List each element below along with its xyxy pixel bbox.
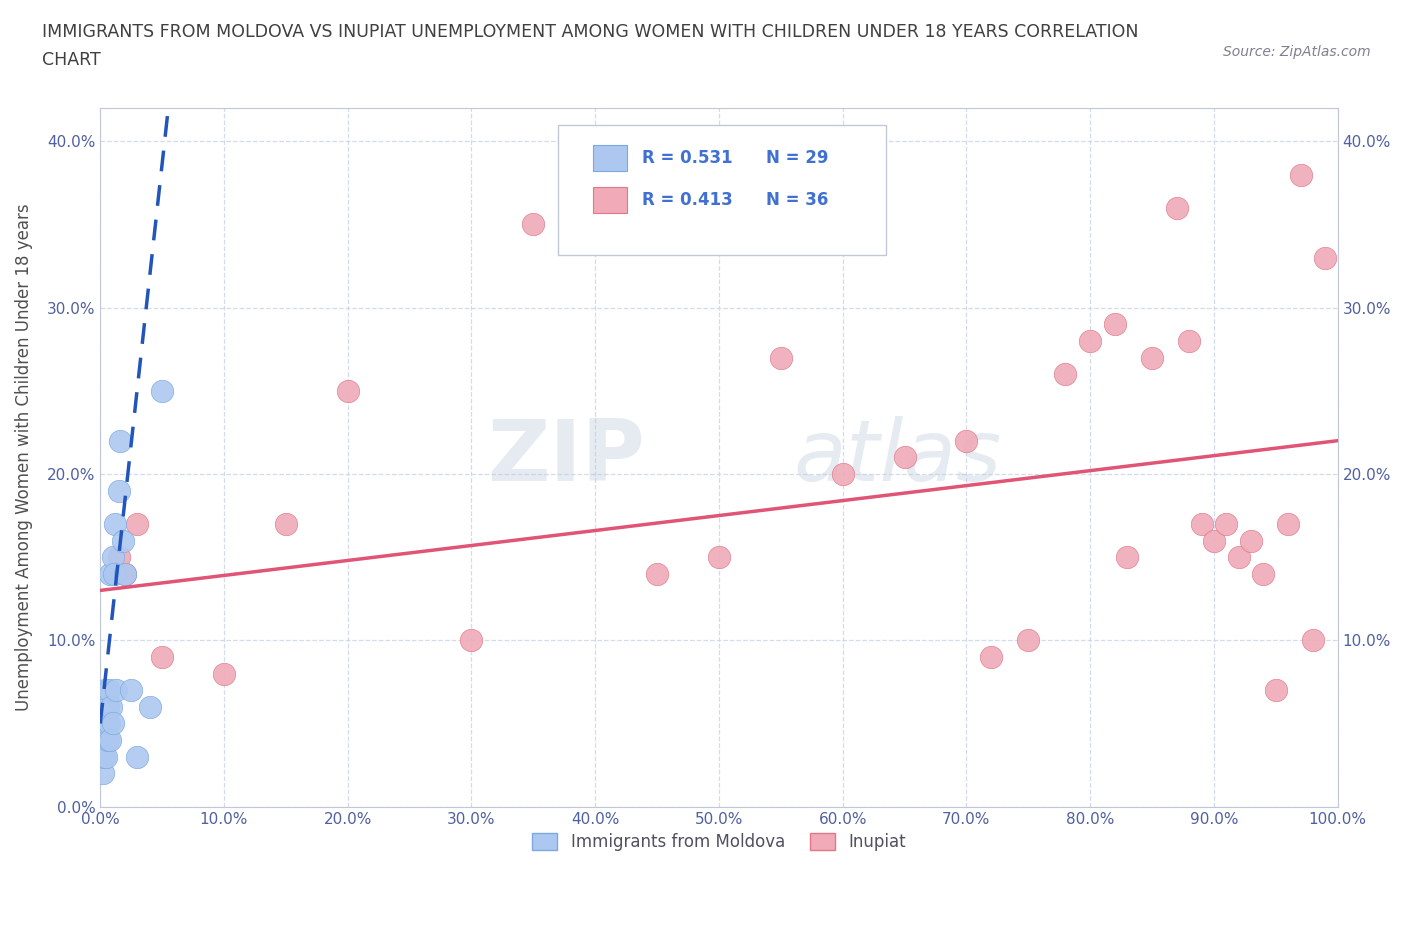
Point [980, 649, 1002, 664]
Point [104, 516, 127, 531]
Point [101, 716, 124, 731]
Point [91, 766, 114, 781]
Legend: Immigrants from Moldova, Inupiat: Immigrants from Moldova, Inupiat [526, 826, 912, 857]
Point [1078, 334, 1101, 349]
Point [336, 383, 359, 398]
Text: IMMIGRANTS FROM MOLDOVA VS INUPIAT UNEMPLOYMENT AMONG WOMEN WITH CHILDREN UNDER : IMMIGRANTS FROM MOLDOVA VS INUPIAT UNEMP… [42, 23, 1139, 41]
Point [127, 750, 149, 764]
Text: R = 0.531: R = 0.531 [643, 149, 733, 167]
Point [98, 733, 121, 748]
Point [97, 733, 120, 748]
FancyBboxPatch shape [593, 145, 627, 171]
Point [120, 683, 142, 698]
Point [94, 733, 117, 748]
Point [111, 533, 134, 548]
Point [1253, 566, 1275, 581]
Point [103, 566, 125, 581]
Point [274, 516, 297, 531]
Y-axis label: Unemployment Among Women with Children Under 18 years: Unemployment Among Women with Children U… [15, 204, 32, 711]
Point [97, 699, 120, 714]
Point [1315, 250, 1337, 265]
Point [127, 516, 149, 531]
Point [90, 733, 112, 748]
Point [1215, 516, 1237, 531]
FancyBboxPatch shape [558, 126, 886, 255]
Point [1178, 334, 1201, 349]
Point [97, 683, 120, 698]
Point [831, 467, 853, 482]
Point [522, 217, 544, 232]
Point [583, 200, 606, 215]
Point [1116, 550, 1139, 565]
FancyBboxPatch shape [593, 187, 627, 213]
Text: N = 36: N = 36 [766, 191, 828, 209]
Point [1202, 533, 1225, 548]
Text: Source: ZipAtlas.com: Source: ZipAtlas.com [1223, 45, 1371, 59]
Point [105, 683, 128, 698]
Point [114, 566, 136, 581]
Point [1104, 317, 1126, 332]
Point [108, 550, 131, 565]
Point [91, 716, 114, 731]
Point [460, 633, 482, 648]
Text: ZIP: ZIP [486, 416, 645, 498]
Point [96, 750, 118, 764]
Point [139, 699, 162, 714]
Point [769, 350, 792, 365]
Text: R = 0.413: R = 0.413 [643, 191, 733, 209]
Point [93, 699, 115, 714]
Point [1277, 516, 1299, 531]
Point [96, 716, 118, 731]
Point [1054, 366, 1077, 381]
Text: N = 29: N = 29 [766, 149, 828, 167]
Point [1191, 516, 1213, 531]
Point [97, 716, 120, 731]
Point [707, 550, 730, 565]
Point [93, 750, 115, 764]
Point [1264, 683, 1286, 698]
Point [114, 566, 136, 581]
Point [1166, 200, 1188, 215]
Point [150, 649, 173, 664]
Text: atlas: atlas [793, 416, 1001, 498]
Text: CHART: CHART [42, 51, 101, 69]
Point [94, 683, 117, 698]
Point [150, 383, 173, 398]
Point [101, 550, 124, 565]
Point [108, 484, 131, 498]
Point [955, 433, 977, 448]
Point [1017, 633, 1039, 648]
Point [98, 566, 121, 581]
Point [1227, 550, 1250, 565]
Point [1240, 533, 1263, 548]
Point [893, 450, 915, 465]
Point [645, 566, 668, 581]
Point [1302, 633, 1324, 648]
Point [108, 433, 131, 448]
Point [212, 666, 235, 681]
Point [1289, 167, 1312, 182]
Point [100, 699, 122, 714]
Point [1140, 350, 1163, 365]
